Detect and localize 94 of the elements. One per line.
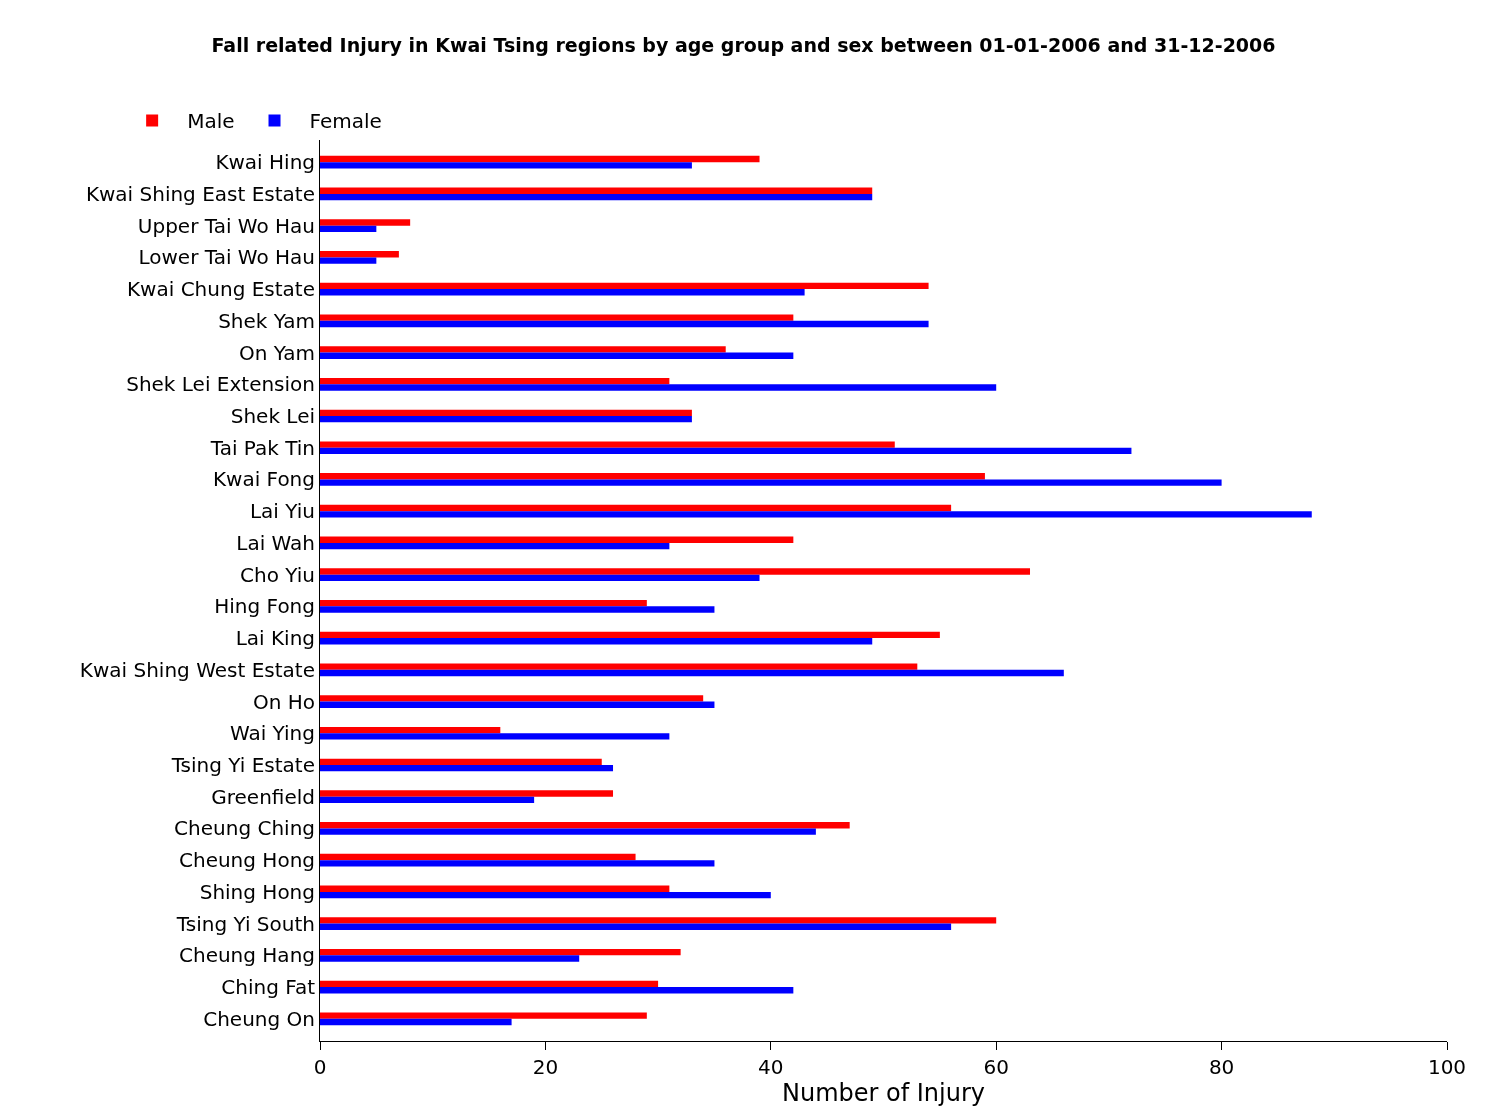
y-tick-label: Cheung Hang — [178, 943, 315, 968]
y-tick-label: Wai Ying — [229, 721, 315, 746]
bar — [320, 764, 614, 772]
bar — [320, 606, 715, 613]
bar — [320, 955, 580, 962]
y-tick-label: On Yam — [239, 340, 315, 365]
bar — [320, 377, 670, 385]
y-tick-label: Lai King — [235, 626, 315, 651]
bar — [320, 187, 873, 194]
x-tick-label: 0 — [313, 1055, 327, 1079]
y-tick-label: Cheung Hong — [179, 848, 315, 873]
x-tick-label: 60 — [983, 1055, 1009, 1079]
bar — [320, 479, 1222, 486]
bar — [320, 416, 692, 423]
y-tick-label: Cho Yiu — [240, 562, 315, 587]
y-tick-label: On Ho — [252, 689, 315, 714]
bar — [320, 822, 850, 829]
x-tick-label: 40 — [758, 1055, 784, 1079]
x-tick-label: 100 — [1427, 1055, 1467, 1079]
x-tick-label: 20 — [532, 1055, 559, 1079]
y-tick-label: Lai Wah — [236, 530, 315, 555]
bar — [320, 758, 602, 765]
y-tick-label: Tai Pak Tin — [209, 435, 315, 460]
bar — [320, 663, 918, 670]
bar — [320, 574, 760, 581]
bar — [320, 511, 1312, 518]
bar — [320, 289, 805, 296]
y-tick-label: Greenfield — [211, 784, 315, 809]
bar — [320, 917, 997, 924]
bar — [320, 790, 614, 797]
y-tick-label: Shing Hong — [199, 879, 315, 904]
bar — [320, 695, 704, 702]
bar — [320, 885, 670, 892]
bar — [320, 504, 952, 512]
y-tick-label: Upper Tai Wo Hau — [137, 213, 315, 238]
bar — [320, 155, 760, 163]
bar — [320, 282, 929, 290]
bar — [320, 320, 929, 328]
bar — [320, 346, 726, 353]
bar — [320, 219, 411, 226]
bar — [320, 441, 895, 448]
bar — [320, 473, 985, 480]
y-tick-label: Lai Yiu — [249, 499, 315, 524]
legend-label: Female — [309, 109, 382, 134]
bar — [320, 314, 794, 321]
y-tick-label: Lower Tai Wo Hau — [138, 245, 315, 270]
bar — [320, 860, 715, 867]
x-tick-label: 80 — [1208, 1055, 1235, 1079]
bar — [320, 536, 794, 543]
bar — [320, 257, 377, 264]
bar — [320, 853, 636, 861]
y-tick-label: Cheung On — [203, 1006, 315, 1031]
bar — [320, 447, 1132, 455]
y-tick-label: Shek Lei Extension — [126, 372, 315, 397]
bar — [320, 225, 377, 232]
bar — [320, 631, 940, 639]
bar — [320, 987, 794, 994]
legend-label: Male — [187, 109, 235, 134]
y-tick-label: Hing Fong — [214, 594, 315, 619]
bar — [320, 1012, 647, 1019]
y-tick-label: Kwai Chung Estate — [127, 277, 315, 302]
bar — [320, 193, 873, 201]
y-tick-label: Cheung Ching — [174, 816, 315, 841]
bar — [320, 568, 1031, 575]
bar — [320, 726, 501, 734]
bar — [320, 251, 399, 258]
y-tick-label: Kwai Hing — [215, 150, 315, 175]
bar — [320, 949, 681, 956]
y-tick-label: Shek Lei — [230, 404, 315, 429]
chart-title: Fall related Injury in Kwai Tsing regions by age group and sex between 01-01-2006 and 31-12-2006 — [211, 34, 1276, 57]
bar — [320, 352, 794, 359]
bar — [320, 638, 873, 645]
y-tick-label: Tsing Yi South — [175, 911, 315, 936]
y-tick-label: Kwai Fong — [212, 467, 315, 492]
bar — [320, 828, 816, 835]
bar — [320, 796, 535, 804]
y-tick-label: Kwai Shing West Estate — [79, 657, 315, 682]
x-axis-title: Number of Injury — [781, 1079, 986, 1107]
bar — [320, 669, 1064, 677]
y-tick-label: Tsing Yi Estate — [170, 752, 315, 777]
y-tick-label: Kwai Shing East Estate — [85, 181, 315, 206]
bar — [320, 891, 771, 899]
y-tick-label: Shek Yam — [218, 308, 315, 333]
bar — [320, 600, 647, 607]
y-tick-label: Ching Fat — [221, 975, 316, 1000]
bar — [320, 542, 670, 550]
bar — [320, 733, 670, 740]
bar — [320, 1018, 512, 1026]
bar — [320, 162, 692, 169]
bar — [320, 701, 715, 708]
bar — [320, 980, 659, 988]
bar — [320, 384, 997, 391]
bar — [320, 923, 952, 930]
bar — [320, 409, 692, 417]
